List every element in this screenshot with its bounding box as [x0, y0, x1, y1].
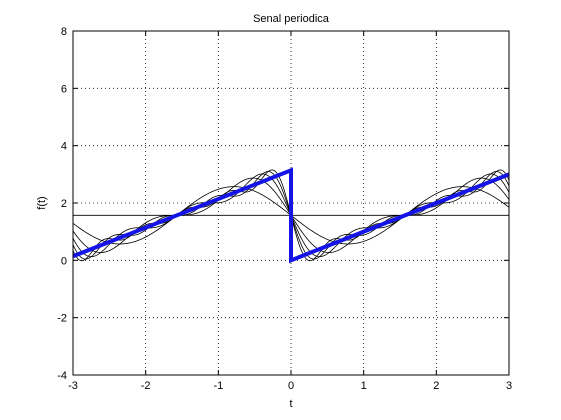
- y-tick-label: 6: [61, 83, 67, 95]
- y-tick-label: 0: [61, 255, 67, 267]
- x-tick-label: 3: [506, 380, 512, 392]
- ticks: -3 -2 -1 0 1 2 3 -4 -2 0 2 4 6 8: [57, 26, 512, 392]
- x-tick-label: -1: [213, 380, 223, 392]
- y-tick-label: -2: [57, 313, 67, 325]
- x-axis-label: t: [289, 398, 292, 410]
- target-signal-line: [72, 167, 510, 264]
- y-tick-label: -4: [57, 370, 67, 382]
- chart-title: Senal periodica: [253, 13, 330, 25]
- y-axis-label: f(t): [36, 196, 48, 209]
- x-tick-label: -2: [141, 380, 151, 392]
- y-tick-label: 4: [61, 141, 67, 153]
- y-tick-label: 2: [61, 198, 67, 210]
- y-tick-label: 8: [61, 26, 67, 38]
- curves: [72, 167, 510, 264]
- x-tick-label: -3: [68, 380, 78, 392]
- x-tick-label: 2: [433, 380, 439, 392]
- x-tick-label: 1: [361, 380, 367, 392]
- x-tick-label: 0: [288, 380, 294, 392]
